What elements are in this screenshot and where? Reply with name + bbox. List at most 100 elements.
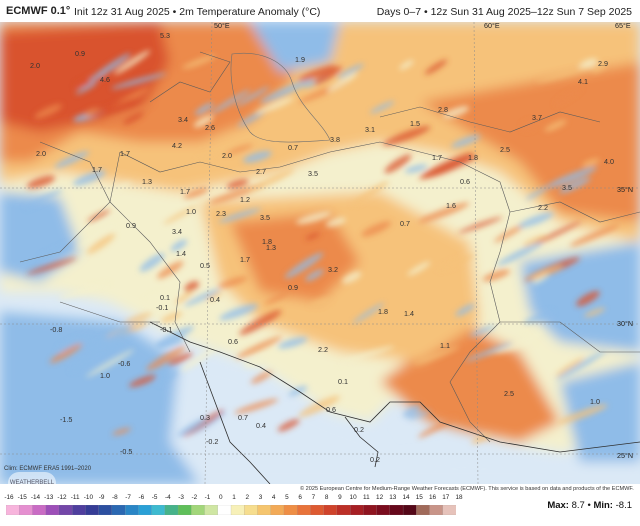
valid-period: Days 0–7 • 12z Sun 31 Aug 2025–12z Sun 7… xyxy=(376,6,632,18)
anomaly-value-label: 0.5 xyxy=(200,261,210,270)
anomaly-streak xyxy=(174,290,193,305)
anomaly-streak xyxy=(526,265,563,280)
anomaly-value-label: -0.1 xyxy=(160,325,172,334)
graticule-label: 50°E xyxy=(214,22,230,30)
colorbar-swatch xyxy=(244,505,258,515)
colorbar-tick-label: -10 xyxy=(83,494,94,501)
colorbar-swatch xyxy=(376,505,391,515)
colorbar-tick-label: -11 xyxy=(70,494,80,501)
anomaly-value-label: 3.8 xyxy=(330,135,340,144)
colorbar-tick-label: -4 xyxy=(164,494,171,501)
anomaly-streak xyxy=(569,224,620,247)
anomaly-streak xyxy=(544,119,567,132)
colorbar-tick-label: -8 xyxy=(112,494,118,501)
anomaly-value-label: 0.7 xyxy=(400,219,410,228)
colorbar-tick-label: -3 xyxy=(178,494,184,501)
anomaly-value-label: 2.2 xyxy=(538,203,548,212)
anomaly-value-label: 0.3 xyxy=(200,413,210,422)
anomaly-value-label: 0.4 xyxy=(210,295,220,304)
colorbar-swatch xyxy=(336,505,351,515)
colorbar-tick-label: 16 xyxy=(428,494,437,501)
anomaly-streak xyxy=(112,427,131,436)
anomaly-streak xyxy=(522,235,548,247)
colorbar-tick-label: 14 xyxy=(402,494,410,501)
anomaly-streak xyxy=(49,343,83,364)
anomaly-value-label: 1.7 xyxy=(432,153,442,162)
anomaly-streak xyxy=(156,337,185,349)
colorbar-swatch xyxy=(204,505,219,515)
anomaly-streak xyxy=(382,125,431,146)
anomaly-value-label: -0.6 xyxy=(118,359,130,368)
anomaly-streak xyxy=(236,336,283,359)
colorbar-swatch xyxy=(19,505,33,515)
colorbar-swatch xyxy=(416,505,430,515)
copyright-credit: © 2025 European Centre for Medium-Range … xyxy=(300,486,634,492)
graticule-label: 35°N xyxy=(617,185,633,194)
colorbar-swatch xyxy=(6,505,20,515)
anomaly-streak xyxy=(40,243,73,259)
anomaly-streak xyxy=(352,302,385,324)
anomaly-streak xyxy=(384,154,412,174)
anomaly-streak xyxy=(34,104,63,119)
anomaly-streak xyxy=(576,290,600,307)
anomaly-streak xyxy=(184,281,200,293)
colorbar-swatch xyxy=(402,505,417,515)
anomaly-value-label: 1.9 xyxy=(295,55,305,64)
anomaly-streak xyxy=(496,242,543,266)
anomaly-streak xyxy=(337,63,364,79)
anomaly-streak xyxy=(180,346,219,372)
colorbar-swatch xyxy=(177,505,192,515)
anomaly-streak xyxy=(264,292,289,305)
anomaly-value-label: 1.8 xyxy=(262,237,272,246)
anomaly-streak xyxy=(305,232,321,240)
anomaly-value-label: 0.4 xyxy=(256,421,266,430)
anomaly-streak xyxy=(184,288,221,307)
anomaly-streak xyxy=(414,346,460,365)
max-label: Max: xyxy=(547,500,569,511)
colorbar-swatch xyxy=(85,505,100,515)
anomaly-streak xyxy=(247,169,295,193)
anomaly-streak xyxy=(183,187,209,199)
anomaly-texture xyxy=(25,50,620,445)
anomaly-value-label: 0.2 xyxy=(370,455,380,464)
anomaly-streak xyxy=(75,81,98,95)
anomaly-streak xyxy=(177,417,208,437)
anomaly-value-label: 1.0 xyxy=(186,207,196,216)
anomaly-streak xyxy=(521,120,538,131)
anomaly-streak xyxy=(243,150,272,163)
anomaly-value-label: 1.8 xyxy=(378,307,388,316)
anomaly-streak xyxy=(139,253,165,272)
anomaly-streak xyxy=(284,252,324,279)
anomaly-value-label: 0.7 xyxy=(238,413,248,422)
anomaly-streak xyxy=(523,311,554,324)
anomaly-streak xyxy=(204,291,223,301)
anomaly-streak xyxy=(129,375,157,388)
anomaly-streak xyxy=(325,217,346,227)
anomaly-streak xyxy=(163,205,198,225)
anomaly-streak xyxy=(182,55,216,69)
graticule-labels: 50°E 60°E 35°N 30°N 65°E 25°N xyxy=(214,22,633,460)
anomaly-value-label: 2.6 xyxy=(205,123,215,132)
anomaly-value-label: 2.0 xyxy=(36,149,46,158)
anomaly-streak xyxy=(494,224,525,243)
anomaly-streak xyxy=(369,101,395,114)
anomaly-streak xyxy=(338,346,395,364)
anomaly-streak xyxy=(438,254,475,271)
anomaly-value-label: 1.3 xyxy=(266,243,276,252)
colorbar-tick-label: -6 xyxy=(138,494,145,501)
weatherbell-logo: WEATHERBELL xyxy=(8,472,56,484)
anomaly-value-label: 0.6 xyxy=(228,337,238,346)
anomaly-streak xyxy=(194,102,214,116)
anomaly-value-label: -0.5 xyxy=(120,447,132,456)
anomaly-value-label: 3.7 xyxy=(532,113,542,122)
anomaly-streak xyxy=(255,97,294,115)
anomaly-value-label: 2.8 xyxy=(438,105,448,114)
anomaly-streak xyxy=(451,134,481,148)
colorbar-tick-label: 6 xyxy=(298,494,302,501)
anomaly-streak xyxy=(234,398,279,414)
anomaly-streak xyxy=(25,189,63,209)
colorbar-tick-label: 15 xyxy=(415,494,423,501)
anomaly-value-label: 3.4 xyxy=(172,227,182,236)
colorbar-tick-label: 2 xyxy=(245,494,250,501)
anomaly-streak xyxy=(26,257,77,275)
